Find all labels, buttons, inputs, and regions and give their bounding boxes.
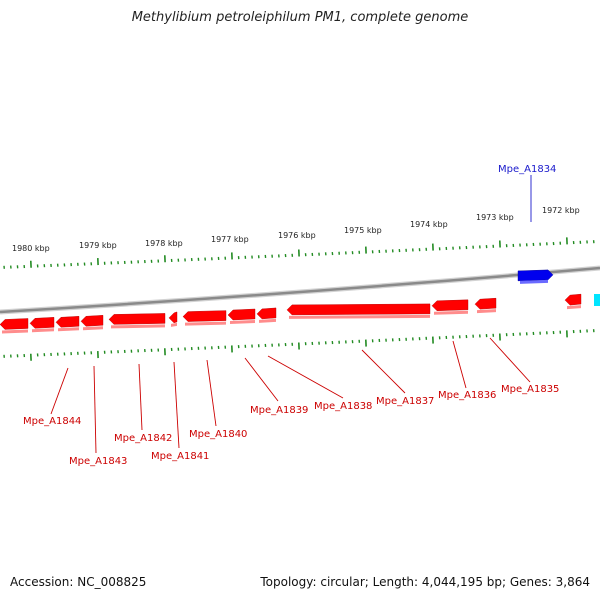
kbp-label: 1980 kbp (12, 244, 50, 253)
gene-label-mpe-a1838[interactable]: Mpe_A1838 (314, 401, 372, 412)
gene-mpe-a1839[interactable] (168, 311, 178, 324)
gene-extra[interactable] (564, 293, 582, 306)
gene-mpe-a1838b[interactable] (227, 308, 256, 321)
leader-mpe-a1841 (173, 361, 180, 449)
gene-label-mpe-a1843[interactable]: Mpe_A1843 (69, 456, 127, 467)
gene-label-mpe-a1836[interactable]: Mpe_A1836 (438, 390, 496, 401)
gene-mpe-a1840[interactable] (108, 313, 166, 325)
leader-mpe-a1837 (361, 349, 406, 394)
gene-label-mpe-a1841[interactable]: Mpe_A1841 (151, 451, 209, 462)
gene-mpe-a1835-shadow (434, 310, 468, 315)
leader-mpe-a1835 (489, 337, 531, 383)
label-leader-lines (50, 175, 532, 454)
gene-label-mpe-a1837[interactable]: Mpe_A1837 (376, 396, 434, 407)
gene-mpe-a1837[interactable] (256, 307, 277, 320)
leader-mpe-a1844 (50, 367, 69, 415)
gene-mpe-a1836[interactable] (286, 303, 431, 316)
gene-mpe-a1837-shadow (259, 318, 276, 323)
gene-mpe-a1843-shadow (32, 328, 54, 333)
genome-summary-text: Topology: circular; Length: 4,044,195 bp… (260, 575, 590, 589)
kbp-label: 1973 kbp (476, 213, 514, 222)
gene-mpe-a1838[interactable] (182, 310, 227, 322)
leader-mpe-a1843 (93, 365, 97, 454)
gene-partial-cyan[interactable] (594, 294, 600, 306)
gene-label-mpe-a1839[interactable]: Mpe_A1839 (250, 405, 308, 416)
gene-mpe-a1842-shadow (58, 327, 79, 332)
kbp-label: 1978 kbp (145, 239, 183, 248)
gene-mpe-a1844-shadow (2, 329, 28, 334)
gene-mpe-a1840-shadow (111, 324, 165, 329)
kbp-label: 1975 kbp (344, 226, 382, 235)
gene-mpe-a1834-shadow (520, 279, 548, 284)
gene-mpe-a1835[interactable] (431, 299, 469, 311)
gene-labels: Mpe_A1834 Mpe_A1835 Mpe_A1836 Mpe_A1837 … (23, 164, 559, 467)
tick-marks-inner (3, 329, 595, 361)
genome-backbone-core (0, 266, 600, 314)
leader-mpe-a1839 (244, 357, 279, 402)
gene-mpe-a1843[interactable] (29, 317, 55, 329)
gene-mpe-a1836-shadow (289, 314, 430, 319)
tick-marks-outer (3, 237, 595, 269)
leader-mpe-a1836 (452, 340, 467, 389)
gene-label-mpe-a1834[interactable]: Mpe_A1834 (498, 164, 556, 175)
gene-mpe-a1838-shadow (185, 321, 226, 326)
gene-mpe-a1844[interactable] (0, 318, 29, 330)
gene-label-mpe-a1844[interactable]: Mpe_A1844 (23, 416, 81, 427)
kbp-labels: 1980 kbp 1979 kbp 1978 kbp 1977 kbp 1976… (12, 206, 580, 253)
kbp-label: 1977 kbp (211, 235, 249, 244)
gene-mpe-a1834[interactable] (517, 269, 554, 282)
gene-label-mpe-a1840[interactable]: Mpe_A1840 (189, 429, 247, 440)
gene-label-mpe-a1835[interactable]: Mpe_A1835 (501, 384, 559, 395)
gene-mpe-a1838b-shadow (230, 319, 255, 324)
leader-mpe-a1840 (206, 359, 217, 427)
kbp-label: 1979 kbp (79, 241, 117, 250)
accession-text: Accession: NC_008825 (10, 575, 147, 589)
gene-label-mpe-a1842[interactable]: Mpe_A1842 (114, 433, 172, 444)
gene-features (0, 269, 600, 334)
kbp-label: 1974 kbp (410, 220, 448, 229)
gene-mpe-a1841[interactable] (80, 315, 104, 327)
gene-mpe-a1842[interactable] (55, 316, 80, 328)
leader-mpe-a1842 (138, 363, 143, 431)
gene-mpe-a1841-shadow (83, 326, 103, 331)
leader-mpe-a1838 (267, 355, 344, 399)
kbp-label: 1972 kbp (542, 206, 580, 215)
gene-extra-shadow (567, 305, 581, 310)
genome-title: Methylibium petroleiphilum PM1, complete… (131, 10, 469, 25)
gene-mpe-a1839-shadow (171, 322, 177, 327)
kbp-label: 1976 kbp (278, 231, 316, 240)
gene-mpe-a1835b[interactable] (474, 297, 497, 310)
gene-mpe-a1835b-shadow (477, 309, 496, 314)
